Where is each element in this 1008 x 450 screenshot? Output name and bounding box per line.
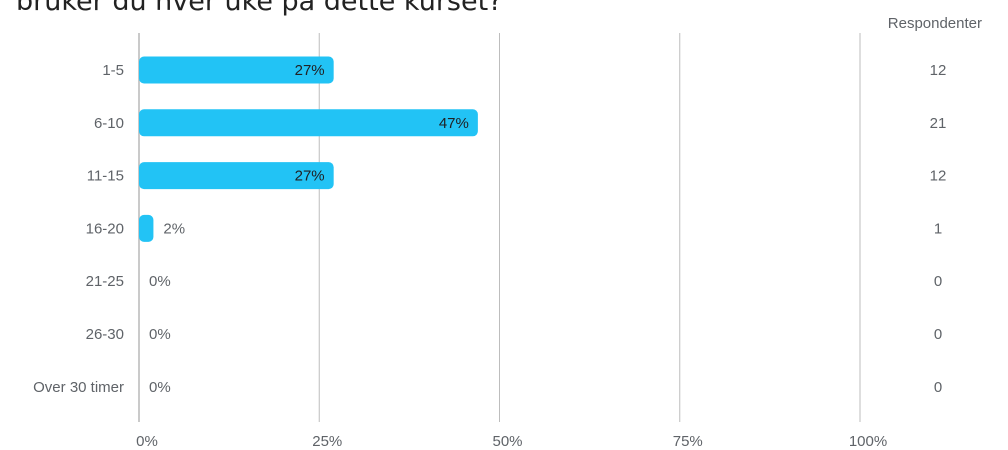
bar: [139, 109, 478, 137]
x-tick-label: 50%: [492, 433, 522, 450]
category-label: 21-25: [86, 273, 124, 290]
category-label: 11-15: [87, 168, 124, 185]
x-tick-label: 100%: [849, 433, 887, 450]
response-count: 0: [934, 273, 942, 290]
question-title: bruker du hver uke på dette kurset?: [16, 0, 503, 17]
bar-value-label: 2%: [163, 220, 185, 237]
category-label: 1-5: [102, 62, 124, 79]
response-count: 12: [930, 62, 947, 79]
response-count: 1: [934, 220, 942, 237]
x-tick-label: 75%: [673, 433, 703, 450]
bar-value-label: 47%: [439, 115, 469, 132]
bar-value-label: 0%: [149, 326, 171, 343]
category-label: 6-10: [94, 115, 124, 132]
response-count: 0: [934, 326, 942, 343]
category-label: 16-20: [86, 220, 124, 237]
bar-value-label: 0%: [149, 379, 171, 396]
category-label: Over 30 timer: [33, 379, 124, 396]
x-tick-label: 0%: [136, 433, 158, 450]
response-count: 12: [930, 168, 947, 185]
responses-header: Respondenter: [888, 15, 982, 32]
bar-value-label: 27%: [295, 168, 325, 185]
x-tick-label: 25%: [312, 433, 342, 450]
bar: [139, 56, 334, 84]
bar: [139, 214, 154, 242]
response-count: 0: [934, 379, 942, 396]
bar: [139, 162, 334, 190]
category-label: 26-30: [86, 326, 124, 343]
bar-value-label: 0%: [149, 273, 171, 290]
bar-value-label: 27%: [295, 62, 325, 79]
response-count: 21: [930, 115, 947, 132]
